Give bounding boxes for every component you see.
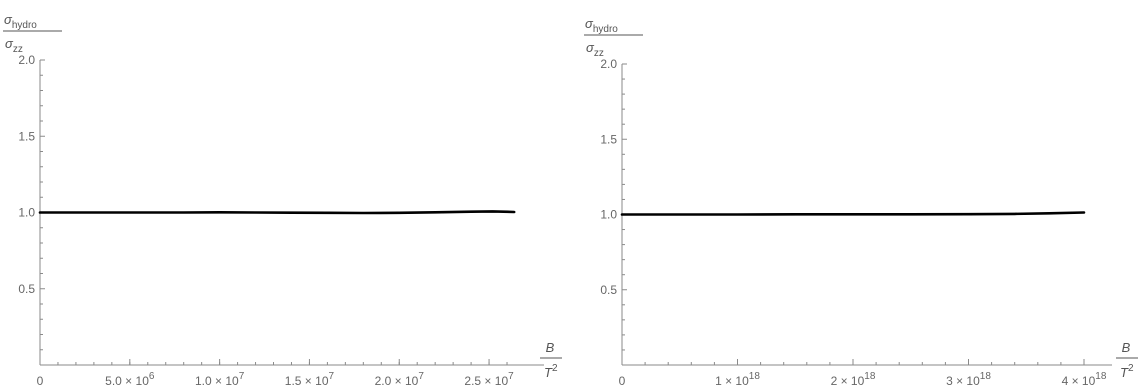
y-tick-label: 1.5	[600, 132, 617, 146]
y-label-numerator: σhydro	[585, 16, 618, 35]
x-label-denominator: T2	[544, 363, 558, 380]
x-tick-label: 4 × 1018	[1062, 371, 1107, 388]
x-tick-mantissa: 4 × 10	[1062, 374, 1096, 388]
y-tick-label: 1.5	[18, 129, 35, 143]
y-tick-label: 1.0	[600, 208, 617, 222]
x-tick-mantissa: 0	[619, 374, 626, 388]
x-tick-label: 1.5 × 107	[285, 371, 335, 388]
chart-left: 0.51.01.52.00 5.0 × 106 1.0 × 107 1.5 × 107…	[3, 12, 562, 388]
x-tick-label: 0	[619, 374, 626, 388]
x-tick-exponent: 18	[1095, 371, 1107, 382]
y-label-denominator: σzz	[586, 40, 604, 59]
x-tick-label: 3 × 1018	[946, 371, 991, 388]
y-label-denominator: σzz	[5, 36, 23, 55]
x-tick-label: 1.0 × 107	[195, 371, 245, 388]
y-tick-label: 0.5	[18, 282, 35, 296]
y-tick-label: 2.0	[600, 57, 617, 71]
x-tick-mantissa: 1.0 × 10	[195, 374, 239, 388]
x-tick-label: 0	[37, 374, 44, 388]
x-label-numerator: B	[546, 340, 555, 355]
x-axis-label: B T2	[540, 340, 562, 380]
x-axis-label: B T2	[1116, 340, 1138, 380]
x-tick-exponent: 18	[749, 371, 761, 382]
x-tick-exponent: 18	[980, 371, 992, 382]
x-tick-mantissa: 3 × 10	[946, 374, 980, 388]
x-label-denominator: T2	[1120, 363, 1134, 380]
x-tick-mantissa: 1 × 10	[715, 374, 749, 388]
x-tick-exponent: 7	[239, 371, 245, 382]
x-tick-exponent: 7	[508, 371, 514, 382]
x-tick-label: 2 × 1018	[831, 371, 876, 388]
x-tick-exponent: 7	[329, 371, 335, 382]
x-tick-label: 2.5 × 107	[464, 371, 514, 388]
x-tick-mantissa: 1.5 × 10	[285, 374, 329, 388]
series-line	[38, 210, 516, 215]
x-tick-mantissa: 2.0 × 10	[375, 374, 419, 388]
x-tick-label: 5.0 × 106	[105, 371, 155, 388]
x-tick-exponent: 18	[864, 371, 876, 382]
y-axis-label: σhydro σzz	[3, 12, 62, 55]
x-tick-mantissa: 5.0 × 10	[105, 374, 149, 388]
x-tick-mantissa: 0	[37, 374, 44, 388]
x-tick-exponent: 7	[418, 371, 424, 382]
x-tick-exponent: 6	[149, 371, 155, 382]
y-label-numerator: σhydro	[4, 12, 37, 31]
x-tick-label: 2.0 × 107	[375, 371, 425, 388]
series-line	[620, 211, 1086, 216]
x-label-numerator: B	[1122, 340, 1131, 355]
y-axis-label: σhydro σzz	[584, 16, 643, 59]
x-tick-label: 1 × 1018	[715, 371, 760, 388]
chart-right: 0.51.01.52.00 1 × 1018 2 × 1018 3 × 1018 4 ×…	[584, 16, 1138, 388]
x-tick-mantissa: 2 × 10	[831, 374, 865, 388]
x-tick-mantissa: 2.5 × 10	[464, 374, 508, 388]
y-tick-label: 0.5	[600, 283, 617, 297]
y-tick-label: 1.0	[18, 206, 35, 220]
y-tick-label: 2.0	[18, 53, 35, 67]
